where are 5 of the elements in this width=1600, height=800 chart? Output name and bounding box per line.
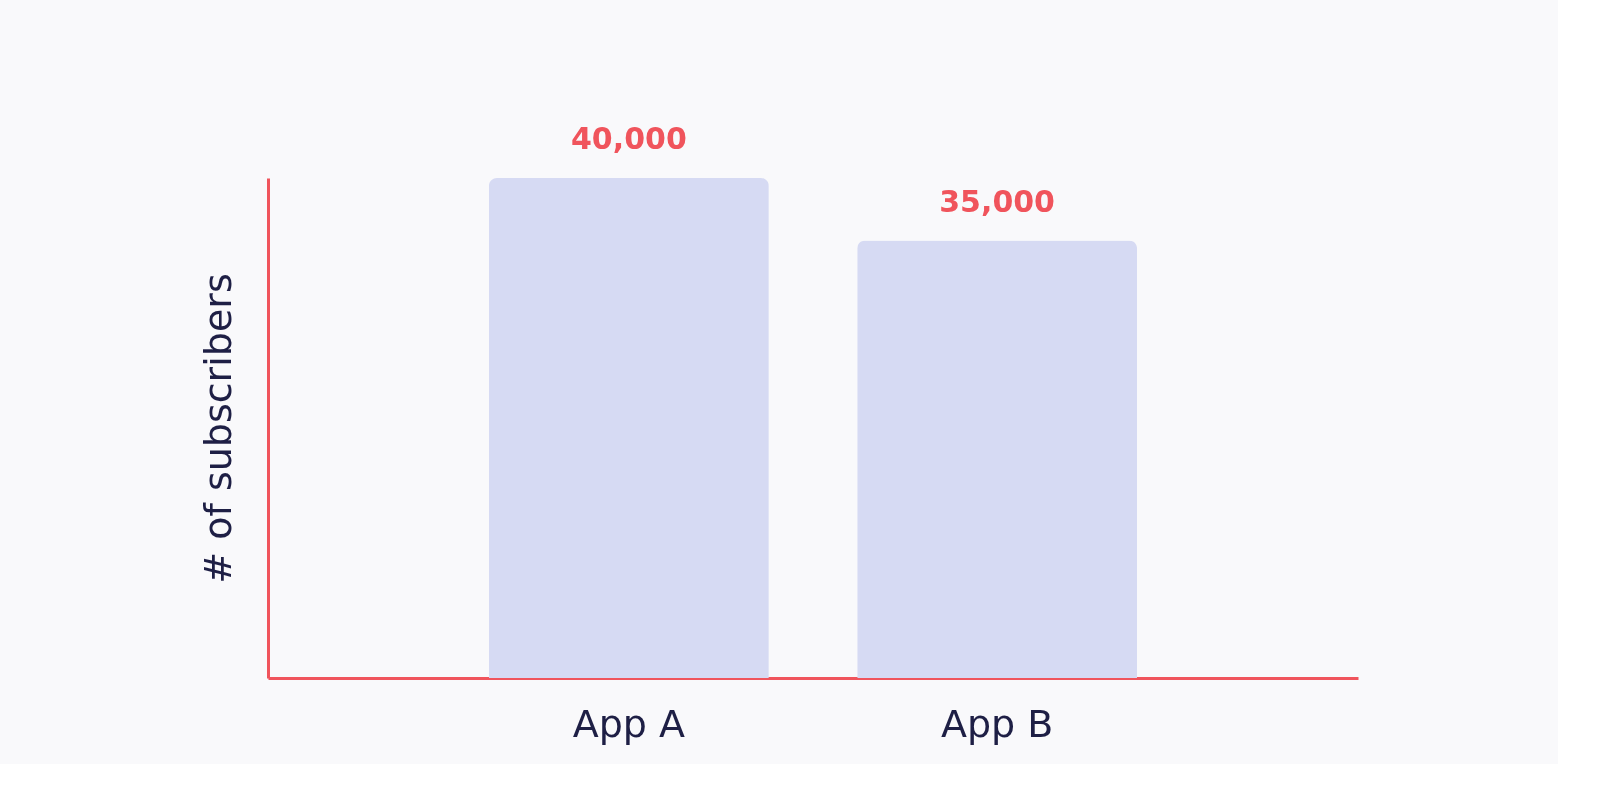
data-label: 40,000 bbox=[570, 121, 687, 156]
y-axis-title: # of subscribers bbox=[195, 273, 240, 584]
data-label: 35,000 bbox=[939, 183, 1056, 219]
x-tick-label: App B bbox=[940, 701, 1054, 746]
x-tick-label: App A bbox=[572, 701, 686, 746]
